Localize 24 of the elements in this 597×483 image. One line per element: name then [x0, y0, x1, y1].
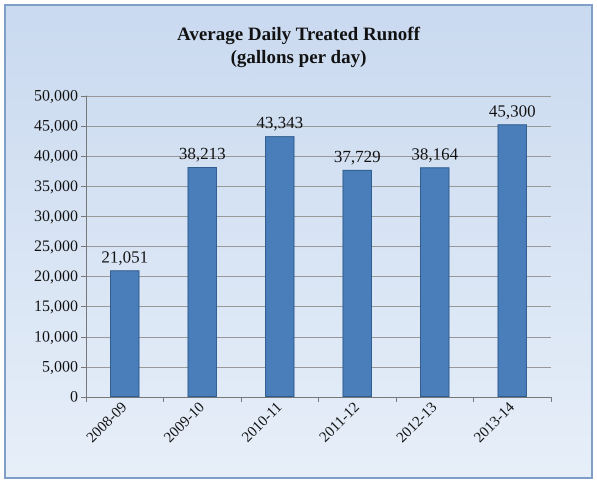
data-label: 38,164 [411, 144, 459, 164]
chart-title: Average Daily Treated Runoff (gallons per day) [177, 24, 421, 68]
y-tick-label: 25,000 [34, 238, 78, 255]
data-label: 43,343 [256, 113, 304, 132]
bar [188, 166, 217, 397]
bar [265, 136, 294, 397]
y-tick-label: 10,000 [34, 328, 78, 346]
data-label: 37,729 [334, 146, 381, 166]
data-label: 21,051 [101, 247, 148, 266]
y-tick-label: 45,000 [34, 118, 78, 135]
bar [342, 170, 372, 397]
bar [420, 167, 450, 397]
y-tick-label: 40,000 [34, 148, 78, 165]
y-tick-label: 15,000 [34, 298, 78, 316]
data-label: 38,213 [178, 144, 226, 163]
y-tick-label: 30,000 [34, 208, 78, 225]
y-tick-label: 35,000 [34, 178, 78, 195]
y-tick-label: 20,000 [34, 268, 78, 286]
y-tick-label: 5,000 [42, 358, 78, 376]
bar [498, 124, 527, 397]
y-tick-label: 0 [70, 388, 78, 406]
data-label: 45,300 [488, 101, 536, 120]
bar [110, 270, 140, 397]
y-tick-label: 50,000 [34, 88, 78, 104]
